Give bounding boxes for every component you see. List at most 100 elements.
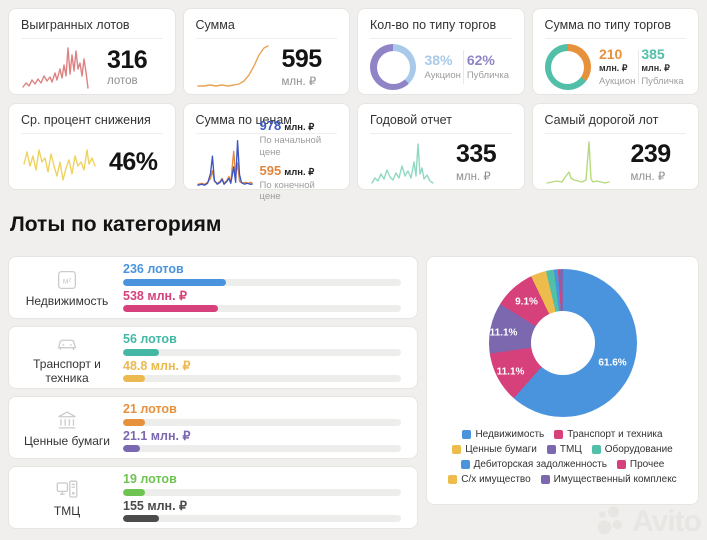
legend-swatch bbox=[554, 430, 564, 439]
bar-fill bbox=[123, 348, 160, 356]
divider bbox=[637, 49, 639, 84]
category-donut-chart: 61.6% 11.1% 11.1% 9.1% bbox=[488, 269, 637, 417]
card-count-by-type[interactable]: Кол-во по типу торгов 38% Аукцион 62% Пу… bbox=[357, 8, 525, 95]
lots-bar-row: 19 лотов bbox=[123, 472, 401, 496]
card-sum[interactable]: Сумма 595 млн. ₽ bbox=[182, 8, 350, 95]
card-value: 239 bbox=[630, 140, 672, 169]
card-title: Сумма по ценам bbox=[195, 113, 337, 134]
chart-sum-by-price bbox=[196, 140, 253, 186]
bar-label: 56 лотов bbox=[123, 331, 177, 346]
card-title: Ср. процент снижения bbox=[21, 113, 163, 134]
legend-swatch bbox=[460, 460, 470, 469]
legend-item[interactable]: Ценные бумаги bbox=[452, 444, 537, 455]
bar-fill bbox=[123, 375, 146, 383]
category-transport[interactable]: Транспорт и техника 56 лотов 48.8 млн. ₽ bbox=[8, 326, 418, 389]
legend-label: С/х имущество bbox=[461, 474, 531, 485]
bar-fill bbox=[123, 418, 146, 426]
legend-item[interactable]: Дебиторская задолженность bbox=[460, 459, 607, 470]
legend-item[interactable]: Недвижимость bbox=[462, 429, 544, 440]
bar-label: 236 лотов bbox=[123, 261, 184, 276]
card-title: Кол-во по типу торгов bbox=[370, 18, 512, 39]
bar-label: 21.1 млн. ₽ bbox=[123, 428, 191, 443]
legend-item[interactable]: С/х имущество bbox=[448, 474, 531, 485]
card-unit: млн. ₽ bbox=[630, 170, 666, 183]
bar-track bbox=[123, 418, 401, 426]
card-most-expensive[interactable]: Самый дорогой лот 239 млн. ₽ bbox=[531, 103, 699, 190]
card-sum-by-type[interactable]: Сумма по типу торгов 210 млн. ₽ Аукцион … bbox=[531, 8, 699, 95]
legend-label: Имущественный комплекс bbox=[553, 474, 677, 485]
sparkline-sum bbox=[196, 45, 269, 87]
category-tmc[interactable]: ТМЦ 19 лотов 155 млн. ₽ bbox=[8, 466, 418, 529]
bank-icon bbox=[19, 407, 115, 433]
stat-label: Аукцион bbox=[598, 75, 636, 87]
card-title: Выигранных лотов bbox=[21, 18, 163, 39]
stat-unit: млн. ₽ bbox=[284, 122, 315, 134]
category-securities[interactable]: Ценные бумаги 21 лотов 21.1 млн. ₽ bbox=[8, 396, 418, 459]
sparkline-annual-report bbox=[371, 143, 434, 184]
legend-item[interactable]: Оборудование bbox=[591, 444, 673, 455]
computer-icon bbox=[19, 477, 115, 503]
card-value: 595 bbox=[281, 45, 323, 74]
card-unit: млн. ₽ bbox=[281, 75, 317, 88]
category-name: ТМЦ bbox=[53, 503, 81, 518]
legend-item[interactable]: ТМЦ bbox=[546, 444, 582, 455]
sparkline-won-lots bbox=[22, 47, 89, 89]
card-avg-discount[interactable]: Ср. процент снижения 46% bbox=[8, 103, 176, 190]
card-sum-by-price[interactable]: Сумма по ценам 978 млн. ₽ По начальной це… bbox=[182, 103, 350, 202]
legend-label: Оборудование bbox=[604, 444, 673, 455]
stat-public: 385 млн. ₽ Публичка bbox=[641, 46, 684, 87]
divider bbox=[463, 50, 465, 84]
card-value: 335 bbox=[456, 140, 497, 169]
legend-label: Недвижимость bbox=[475, 429, 545, 440]
bar-track bbox=[123, 348, 401, 356]
stat-value: 595 bbox=[259, 163, 282, 178]
donut-hole bbox=[376, 50, 410, 84]
bar-fill bbox=[123, 515, 160, 523]
money-bar-row: 48.8 млн. ₽ bbox=[123, 359, 401, 383]
pie-slice-label: 11.1% bbox=[489, 327, 518, 339]
stat-unit: млн. ₽ bbox=[598, 62, 628, 73]
legend-label: Ценные бумаги bbox=[465, 444, 537, 455]
section-title: Лоты по категориям bbox=[10, 213, 222, 236]
stat-caption: По начальной цене bbox=[259, 135, 322, 158]
money-bar-row: 155 млн. ₽ bbox=[123, 499, 401, 523]
category-real-estate[interactable]: м² Недвижимость 236 лотов 538 млн. ₽ bbox=[8, 256, 418, 319]
legend-label: Прочее bbox=[629, 459, 665, 470]
card-title: Сумма bbox=[195, 18, 337, 39]
card-unit: лотов bbox=[107, 74, 138, 87]
pie-slice-label: 9.1% bbox=[515, 296, 538, 308]
stat-label: Публичка bbox=[466, 70, 509, 82]
category-name: Ценные бумаги bbox=[24, 433, 110, 448]
pie-slice-label: 11.1% bbox=[496, 366, 525, 378]
legend-swatch bbox=[546, 445, 556, 454]
bar-track bbox=[123, 278, 401, 286]
sparkline-most-expensive bbox=[545, 141, 610, 184]
stat-label: Публичка bbox=[641, 75, 684, 87]
card-title: Самый дорогой лот bbox=[544, 113, 686, 134]
legend-swatch bbox=[591, 445, 601, 454]
bar-track bbox=[123, 445, 401, 453]
stat-unit: млн. ₽ bbox=[641, 62, 670, 73]
legend-item[interactable]: Транспорт и техника bbox=[554, 429, 663, 440]
category-name: Недвижимость bbox=[25, 293, 109, 308]
bar-track bbox=[123, 375, 401, 383]
donut-count-by-type bbox=[370, 44, 416, 90]
legend-item[interactable]: Имущественный комплекс bbox=[540, 474, 677, 485]
stat-caption: По конечной цене bbox=[259, 180, 315, 203]
bar-track bbox=[123, 515, 401, 523]
bar-track bbox=[123, 305, 401, 313]
card-annual-report[interactable]: Годовой отчет 335 млн. ₽ bbox=[357, 103, 525, 190]
legend-label: ТМЦ bbox=[559, 444, 582, 455]
bar-label: 21 лотов bbox=[123, 401, 177, 416]
legend-item[interactable]: Прочее bbox=[616, 459, 665, 470]
legend-swatch bbox=[616, 460, 626, 469]
donut-hole bbox=[530, 311, 595, 375]
start-price-stat: 978 млн. ₽ По начальной цене bbox=[260, 117, 338, 158]
lots-bar-row: 56 лотов bbox=[123, 331, 401, 356]
legend-label: Дебиторская задолженность bbox=[473, 459, 607, 470]
lots-bar-row: 236 лотов bbox=[123, 261, 401, 286]
pie-slice-label: 61.6% bbox=[598, 357, 627, 369]
legend-swatch bbox=[448, 475, 458, 484]
sparkline-avg-discount bbox=[23, 149, 96, 181]
card-won-lots[interactable]: Выигранных лотов 316 лотов bbox=[8, 8, 176, 95]
